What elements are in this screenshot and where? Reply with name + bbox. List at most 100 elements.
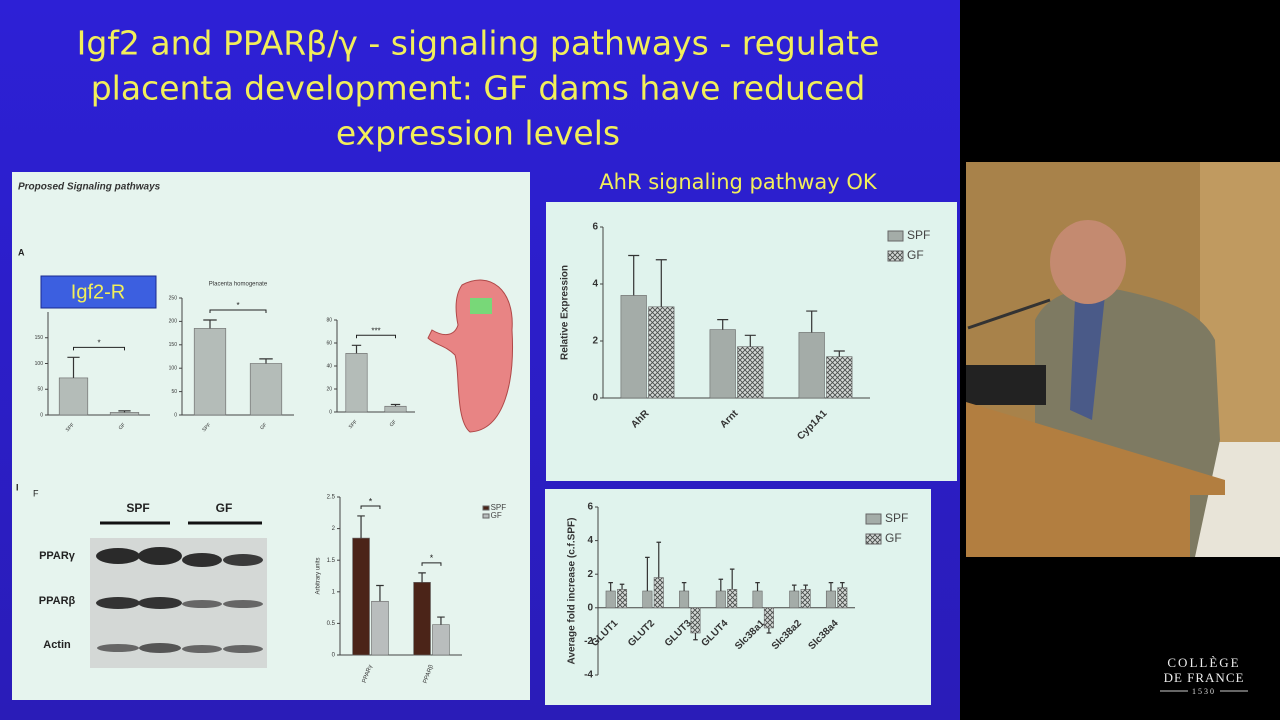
bar [789, 590, 800, 609]
igf2r-label: Igf2-R [71, 281, 125, 303]
ahr-panel [546, 202, 957, 481]
band [138, 597, 182, 609]
y-tick-label: -4 [584, 670, 593, 681]
error-bar [376, 584, 384, 602]
bar [653, 577, 664, 609]
y-tick-label: 2 [332, 526, 336, 532]
speaker-video [966, 162, 1280, 557]
y-tick-label: 150 [169, 342, 178, 348]
bar [605, 590, 616, 609]
laptop [966, 365, 1046, 405]
error-bar [833, 350, 845, 357]
legend-swatch [482, 513, 490, 519]
slide-title: Igf2 and PPARβ/γ - signaling pathways - … [77, 24, 880, 63]
logo: COLLÈGE DE FRANCE 1530 [1160, 655, 1248, 696]
logo-year: 1530 [1192, 687, 1216, 696]
y-tick-label: 2 [592, 336, 598, 347]
error-bar [791, 584, 797, 591]
bar [193, 328, 227, 416]
y-tick-label: 0 [332, 653, 336, 659]
legend-label: SPF [885, 511, 908, 525]
speaker-shirt [1070, 295, 1105, 420]
blot-row: PPARβ [39, 595, 76, 607]
significance-bracket [73, 346, 125, 351]
panel-label: A [18, 247, 25, 257]
error-bar [203, 319, 217, 329]
panel-label: F [33, 488, 39, 498]
error-bar [718, 578, 724, 591]
y-axis-label: Average fold increase (c.f.SPF) [567, 518, 578, 665]
error-bar [729, 568, 735, 590]
band [182, 553, 222, 567]
x-tick-label: GF [389, 419, 398, 428]
y-tick-label: 1.5 [327, 558, 336, 564]
bar [800, 589, 811, 609]
y-tick-label: 100 [35, 361, 44, 367]
y-tick-label: 0 [40, 412, 43, 418]
bar [752, 590, 763, 609]
y-tick-label: 6 [587, 502, 593, 513]
significance-bracket [209, 309, 267, 313]
bar [727, 589, 738, 609]
bar [715, 590, 726, 609]
error-bar [67, 356, 80, 378]
y-tick-label: 4 [587, 535, 593, 546]
blot-row: Actin [43, 639, 71, 651]
left-panel [12, 172, 530, 700]
panel-heading: Proposed Signaling pathways [18, 182, 161, 193]
y-tick-label: 2.5 [327, 495, 336, 501]
y-tick-label: -2 [584, 636, 593, 647]
bar [737, 346, 764, 399]
error-bar [418, 572, 426, 583]
y-tick-label: 200 [169, 319, 178, 325]
error-bar [656, 541, 662, 578]
bar [825, 590, 836, 609]
bar [432, 624, 450, 656]
bar [679, 590, 690, 609]
legend-label: SPF [907, 228, 930, 242]
panel-label: I [16, 482, 19, 492]
band [96, 597, 140, 609]
error-bar [806, 310, 818, 333]
bar [837, 587, 848, 609]
legend-label: GF [885, 531, 902, 545]
error-bar [717, 319, 729, 330]
bar [617, 589, 628, 609]
y-tick-label: 250 [169, 295, 178, 301]
bar [709, 329, 736, 399]
y-tick-label: 4 [592, 279, 598, 290]
y-tick-label: 1 [332, 589, 336, 595]
bar [648, 306, 675, 399]
error-bar [755, 582, 760, 591]
error-bar [390, 403, 401, 407]
y-tick-label: 0.5 [327, 621, 336, 627]
y-tick-label: 50 [171, 389, 177, 395]
y-tick-label: 0 [592, 393, 598, 404]
error-bar [259, 358, 273, 364]
legend-swatch [482, 505, 490, 511]
y-tick-label: 6 [592, 222, 598, 233]
subtitle: AhR signaling pathway OK [599, 170, 878, 194]
y-axis-label: Arbitrary units [316, 557, 322, 594]
legend-swatch [887, 250, 904, 262]
error-bar [744, 334, 756, 347]
bar [249, 363, 283, 416]
significance-bracket [360, 505, 381, 509]
y-tick-label: 20 [326, 386, 332, 392]
bar [352, 537, 370, 656]
bar [384, 405, 407, 413]
lectern [966, 402, 1225, 557]
blot-group: SPF [126, 501, 149, 515]
error-bar [645, 556, 650, 591]
bar [345, 353, 368, 413]
error-bar [655, 259, 667, 307]
legend-label: GF [491, 511, 502, 520]
band [96, 548, 140, 564]
significance: * [369, 496, 373, 506]
bar [642, 590, 653, 609]
band [97, 644, 139, 652]
placenta-marker [470, 298, 492, 314]
band [182, 600, 222, 608]
logo-text: COLLÈGE [1167, 655, 1240, 670]
